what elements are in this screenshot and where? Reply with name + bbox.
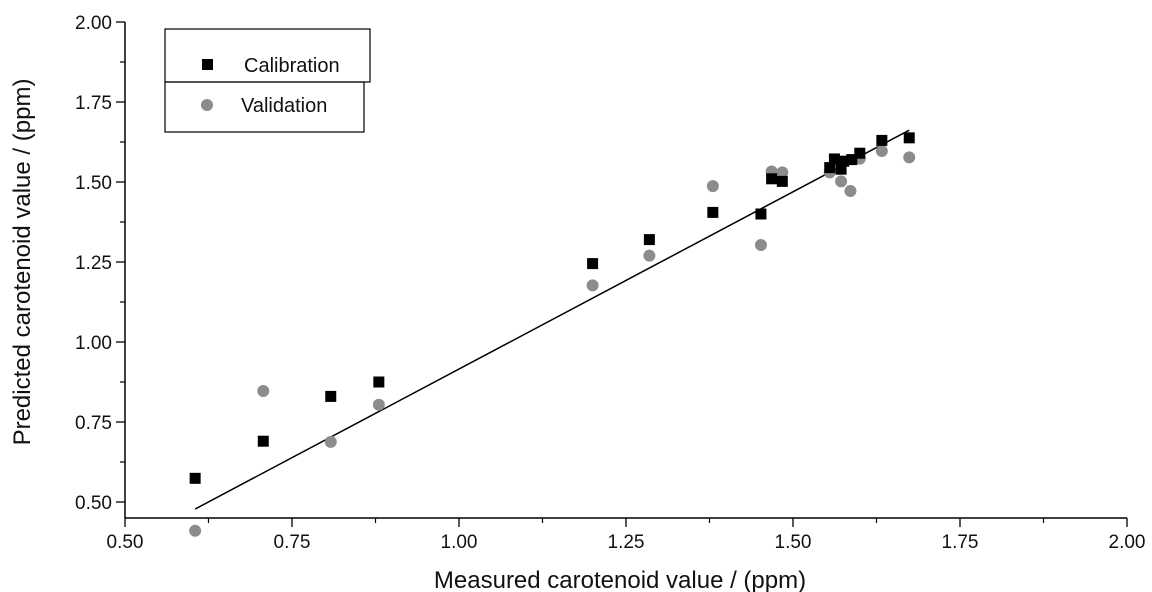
x-tick-label: 1.50 xyxy=(775,532,812,553)
x-tick-label: 1.00 xyxy=(441,532,478,553)
validation-point xyxy=(776,166,789,179)
axes xyxy=(124,22,1127,519)
calibration-point xyxy=(835,163,847,175)
regression-line xyxy=(194,129,910,510)
x-axis-title: Measured carotenoid value / (ppm) xyxy=(434,567,806,592)
validation-point xyxy=(754,239,767,252)
legend-box-validation xyxy=(164,81,365,133)
validation-point xyxy=(875,144,888,157)
validation-point xyxy=(835,175,848,188)
validation-point xyxy=(586,279,599,292)
data-points xyxy=(189,132,916,537)
calibration-point xyxy=(876,134,888,146)
regression-line-group xyxy=(194,129,910,510)
x-tick-label: 1.75 xyxy=(942,532,979,553)
y-tick-label: 1.00 xyxy=(75,333,112,354)
calibration-point xyxy=(846,154,858,166)
validation-point xyxy=(844,184,857,197)
y-tick-label: 1.75 xyxy=(75,93,112,114)
validation-point xyxy=(324,435,337,448)
calibration-point xyxy=(325,390,337,402)
calibration-point xyxy=(189,472,201,484)
y-tick-label: 2.00 xyxy=(75,13,112,34)
legend-marker-calibration xyxy=(202,59,213,70)
calibration-point xyxy=(854,147,866,159)
y-tick-label: 1.50 xyxy=(75,173,112,194)
calibration-point xyxy=(776,175,788,187)
calibration-point xyxy=(828,153,840,165)
validation-point xyxy=(372,398,385,411)
calibration-point xyxy=(643,234,655,246)
calibration-point xyxy=(903,132,915,144)
y-tick-label: 0.75 xyxy=(75,413,112,434)
validation-point xyxy=(903,151,916,164)
validation-point xyxy=(643,249,656,262)
calibration-point xyxy=(707,206,719,218)
axis-ticks: 0.50 0.75 1.00 1.25 1.50 1.75 2.00 0.50 0.75 1.00… xyxy=(75,13,1145,553)
y-tick-label: 1.25 xyxy=(75,253,112,274)
legend-label-validation: Validation xyxy=(241,95,327,117)
calibration-point xyxy=(587,258,599,270)
calibration-point xyxy=(838,155,850,167)
x-tick-label: 2.00 xyxy=(1109,532,1146,553)
x-tick-label: 1.25 xyxy=(608,532,645,553)
legend-label-calibration: Calibration xyxy=(244,55,340,77)
calibration-point xyxy=(373,376,385,388)
calibration-point xyxy=(755,208,767,220)
legend-marker-validation xyxy=(201,99,213,111)
calibration-point xyxy=(257,435,269,447)
y-axis-title: Predicted carotenoid value / (ppm) xyxy=(9,79,36,446)
x-tick-label: 0.75 xyxy=(274,532,311,553)
y-tick-label: 0.50 xyxy=(75,493,112,514)
validation-point xyxy=(706,180,719,193)
x-tick-label: 0.50 xyxy=(107,532,144,553)
validation-point xyxy=(189,524,202,537)
legend: Calibration Validation xyxy=(164,28,371,133)
validation-point xyxy=(257,384,270,397)
calibration-point xyxy=(766,173,778,185)
calibration-point xyxy=(824,162,836,174)
